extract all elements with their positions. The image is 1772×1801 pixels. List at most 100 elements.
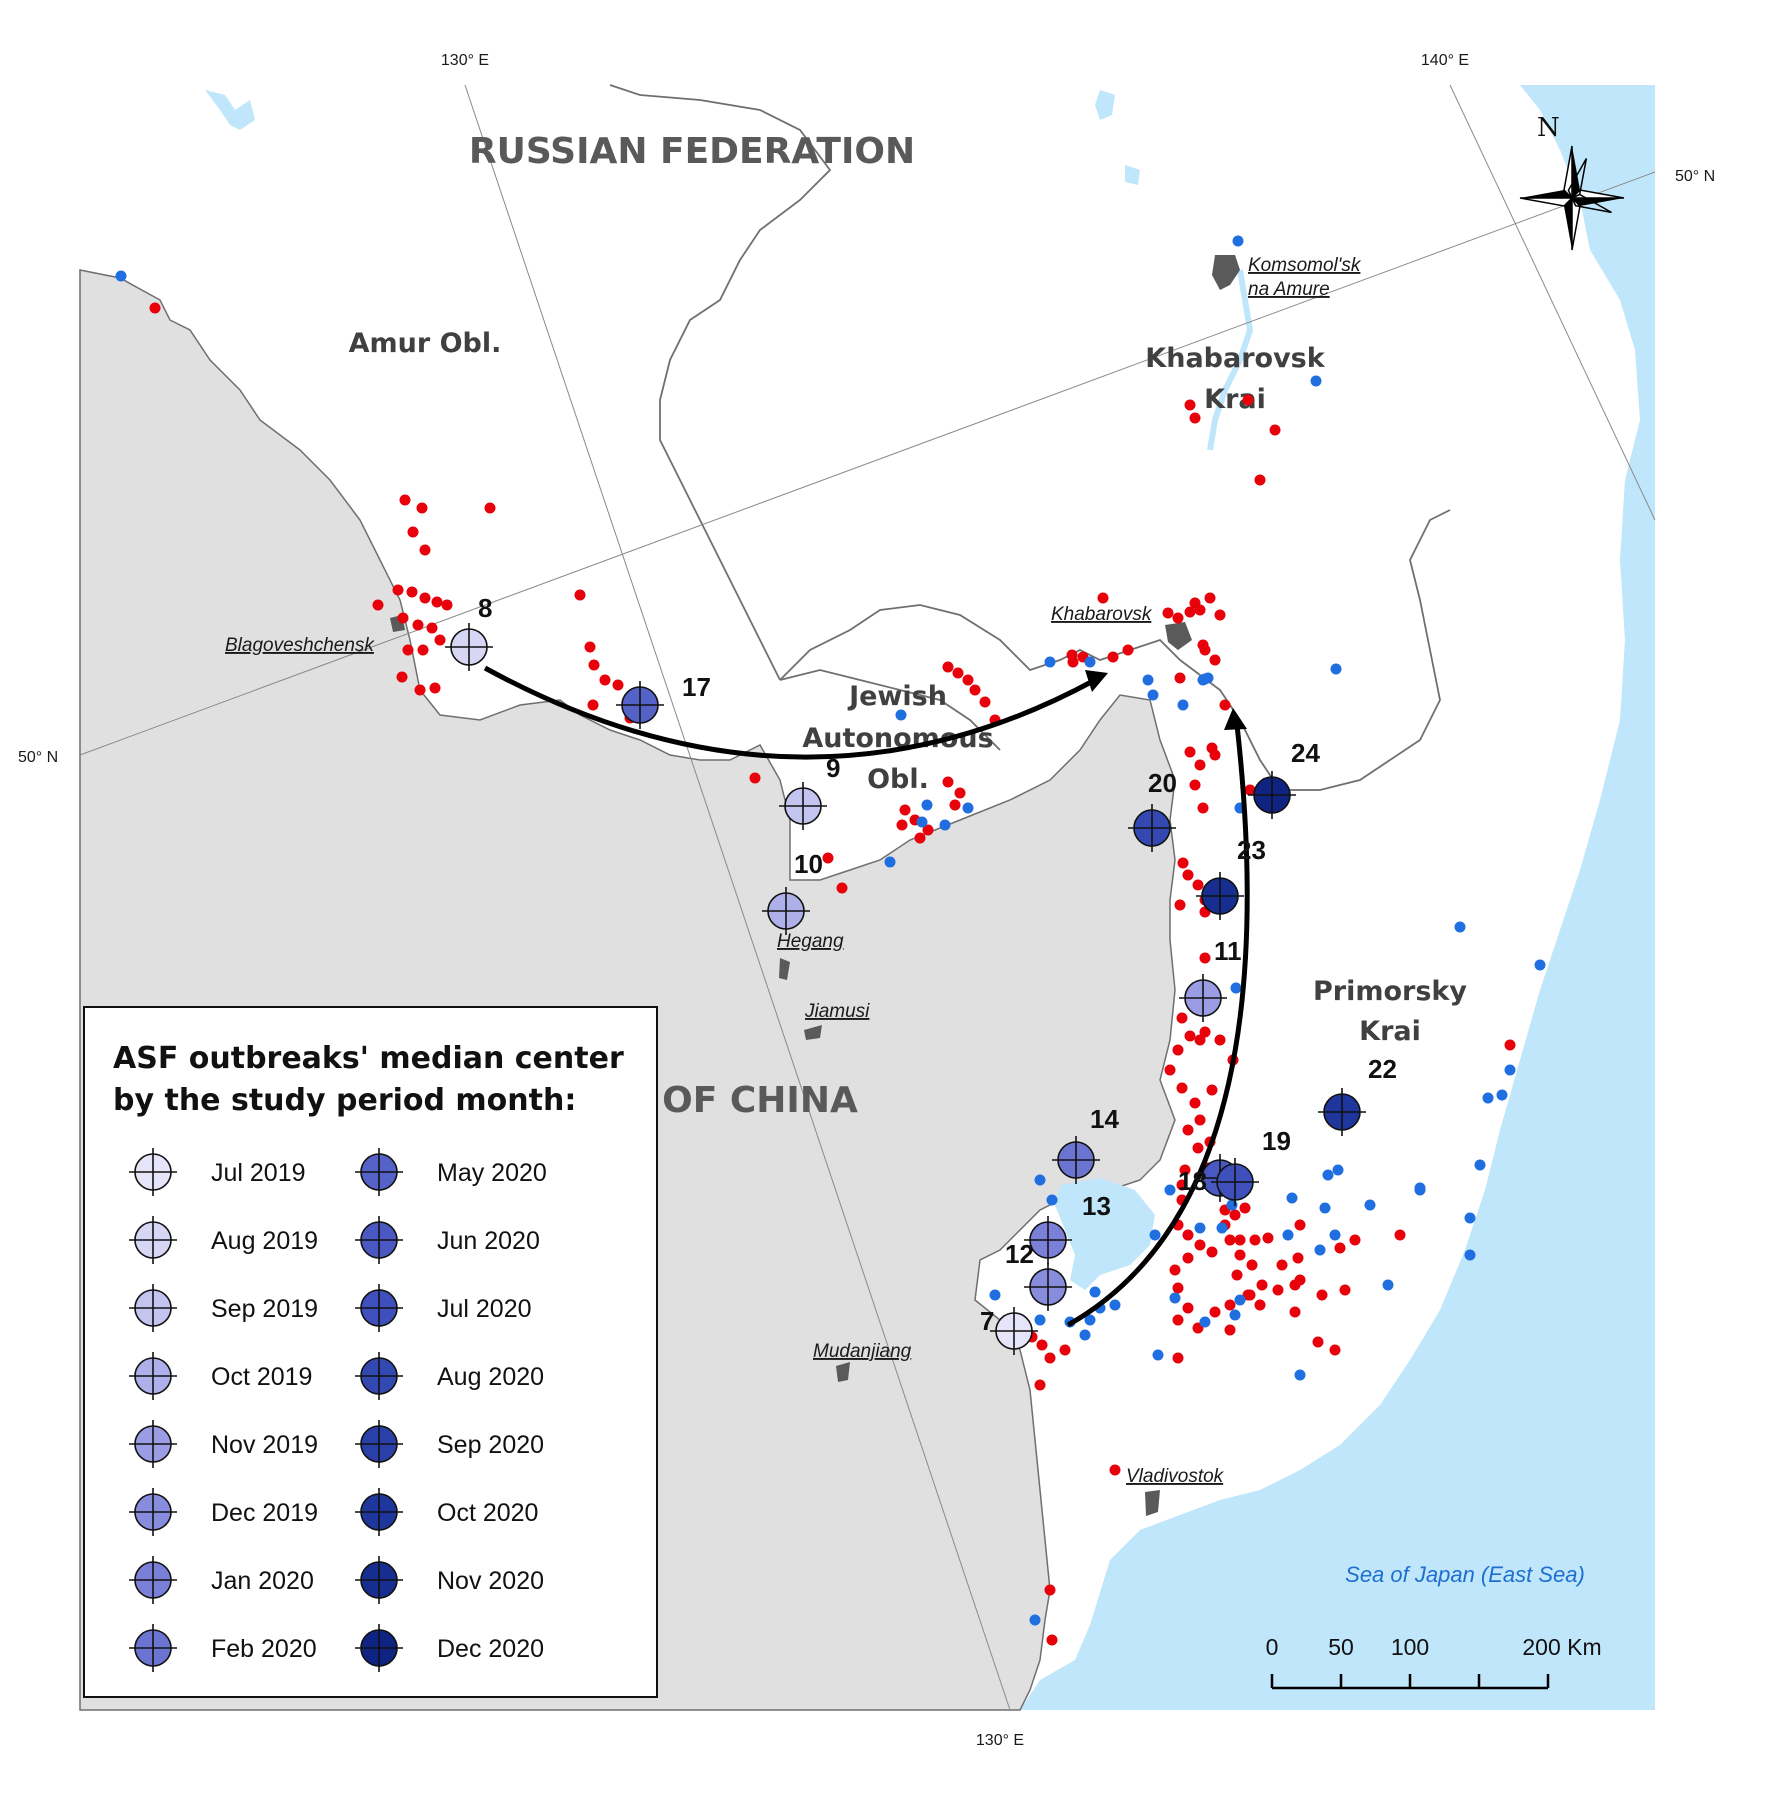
legend-symbol — [129, 1148, 177, 1196]
outbreak-point-red — [1162, 607, 1174, 619]
outbreak-point-red — [1209, 654, 1221, 666]
outbreak-point-red — [414, 684, 426, 696]
median-center-label-9: 9 — [826, 753, 840, 783]
median-center-label-19: 19 — [1262, 1126, 1291, 1156]
outbreak-point-red — [1214, 1034, 1226, 1046]
median-center-14 — [1052, 1136, 1100, 1184]
legend-item-label: Oct 2020 — [437, 1499, 538, 1527]
outbreak-point-blue — [1029, 1614, 1041, 1626]
outbreak-point-red — [1194, 604, 1206, 616]
outbreak-point-red — [1184, 399, 1196, 411]
legend: ASF outbreaks' median center by the stud… — [83, 1006, 658, 1698]
outbreak-point-red — [1244, 1289, 1256, 1301]
lake-upper-middle-2 — [1125, 165, 1140, 185]
outbreak-point-red — [1394, 1229, 1406, 1241]
outbreak-point-red — [1189, 779, 1201, 791]
outbreak-point-red — [1272, 1284, 1284, 1296]
outbreak-point-red — [1194, 1034, 1206, 1046]
outbreak-point-red — [1224, 1234, 1236, 1246]
amur-river — [1207, 269, 1254, 451]
outbreak-point-red — [962, 674, 974, 686]
outbreak-point-red — [1172, 1314, 1184, 1326]
outbreak-point-red — [599, 674, 611, 686]
outbreak-point-blue — [1234, 1294, 1246, 1306]
outbreak-point-red — [1339, 1284, 1351, 1296]
outbreak-point-red — [416, 502, 428, 514]
legend-item-label: Jul 2020 — [437, 1295, 532, 1323]
outbreak-point-red — [1312, 1336, 1324, 1348]
komsomolsk-label-1: Komsomol'sk — [1248, 255, 1362, 276]
outbreak-point-red — [1199, 644, 1211, 656]
outbreak-point-red — [1294, 1274, 1306, 1286]
outbreak-point-blue — [962, 802, 974, 814]
outbreak-point-red — [1174, 672, 1186, 684]
outbreak-point-red — [1254, 474, 1266, 486]
outbreak-point-blue — [1164, 1184, 1176, 1196]
outbreak-point-blue — [1199, 1316, 1211, 1328]
khabarovsk-region-label-2: Krai — [1204, 384, 1266, 415]
outbreak-point-blue — [921, 799, 933, 811]
legend-symbol — [355, 1216, 403, 1264]
scale-bar: 0 50 100 200 Km — [1266, 1634, 1602, 1690]
median-center-12 — [1024, 1263, 1072, 1311]
mudanjiang-city-icon — [836, 1362, 850, 1382]
legend-symbol — [355, 1488, 403, 1536]
outbreak-point-red — [1197, 802, 1209, 814]
outbreak-point-blue — [1314, 1244, 1326, 1256]
blagoveshchensk-label: Blagoveshchensk — [225, 635, 375, 656]
outbreak-point-red — [1172, 1044, 1184, 1056]
outbreak-point-red — [1316, 1289, 1328, 1301]
outbreak-point-red — [1097, 592, 1109, 604]
outbreak-point-red — [1256, 1279, 1268, 1291]
legend-item-label: Jun 2020 — [437, 1227, 540, 1255]
outbreak-point-blue — [1282, 1229, 1294, 1241]
outbreak-point-blue — [1216, 1222, 1228, 1234]
outbreak-point-red — [1176, 1012, 1188, 1024]
legend-title-2: by the study period month: — [113, 1083, 576, 1118]
outbreak-point-red — [1066, 649, 1078, 661]
outbreak-point-red — [1176, 1179, 1188, 1191]
coord-right-50n: 50° N — [1675, 168, 1715, 185]
outbreak-point-red — [1172, 1352, 1184, 1364]
outbreak-point-red — [406, 586, 418, 598]
jewish-region-label-1: Jewish — [847, 681, 947, 712]
median-center-24 — [1248, 771, 1296, 819]
median-center-19 — [1211, 1158, 1259, 1206]
outbreak-point-red — [1199, 952, 1211, 964]
legend-items: Jul 2019 Aug 2019 Sep 2019 Oct 2019 Nov 2019… — [129, 1148, 547, 1672]
legend-symbol — [129, 1556, 177, 1604]
outbreak-point-red — [1109, 1464, 1121, 1476]
legend-symbol — [355, 1352, 403, 1400]
outbreak-point-red — [1177, 857, 1189, 869]
outbreak-point-red — [1254, 1299, 1266, 1311]
median-center-label-23: 23 — [1237, 835, 1266, 865]
outbreak-point-red — [979, 696, 991, 708]
outbreak-point-red — [1294, 1219, 1306, 1231]
trend-arrow-south — [1066, 724, 1250, 1328]
lake-khanka — [1055, 1178, 1155, 1290]
legend-item-label: Nov 2020 — [437, 1567, 544, 1595]
outbreak-point-blue — [1329, 1229, 1341, 1241]
outbreak-point-blue — [1177, 699, 1189, 711]
legend-item-label: Aug 2019 — [211, 1227, 318, 1255]
hegang-label: Hegang — [777, 931, 844, 952]
amur-region-label: Amur Obl. — [349, 328, 502, 359]
jiamusi-city-icon — [804, 1025, 822, 1040]
komsomolsk-label-2: na Amure — [1248, 279, 1330, 300]
legend-item-label: Feb 2020 — [211, 1635, 317, 1663]
median-centers: 7 8 9 10 11 12 13 14 17 18 19 20 22 23 24 — [445, 593, 1397, 1355]
legend-item-label: May 2020 — [437, 1159, 547, 1187]
median-center-23 — [1196, 872, 1244, 920]
outbreak-point-red — [1224, 1324, 1236, 1336]
outbreak-point-blue — [1382, 1279, 1394, 1291]
komsomolsk-city-icon — [1212, 255, 1240, 290]
outbreak-point-red — [434, 634, 446, 646]
outbreak-point-blue — [1232, 235, 1244, 247]
outbreak-point-red — [1172, 612, 1184, 624]
median-center-label-24: 24 — [1291, 738, 1320, 768]
outbreak-point-red — [1192, 1142, 1204, 1154]
outbreak-point-blue — [1286, 1192, 1298, 1204]
outbreak-point-blue — [1046, 1194, 1058, 1206]
legend-item-label: Oct 2019 — [211, 1363, 312, 1391]
outbreak-point-red — [1044, 1584, 1056, 1596]
